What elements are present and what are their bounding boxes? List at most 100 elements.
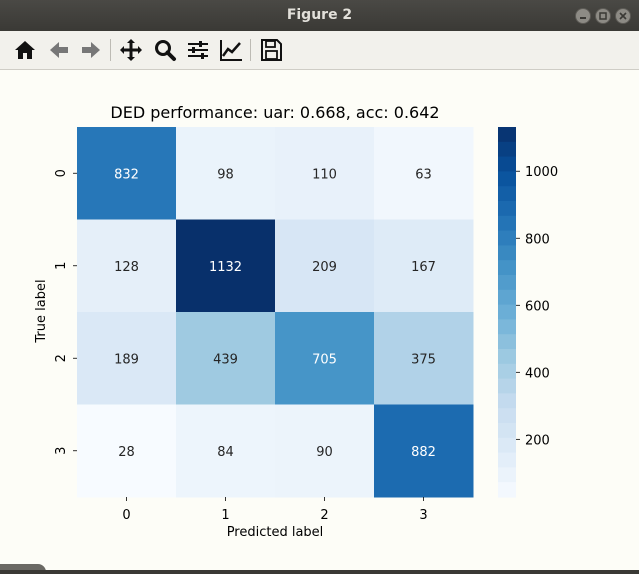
confusion-matrix-chart: DED performance: uar: 0.668, acc: 0.642 …	[34, 103, 558, 540]
cell-value-label: 90	[316, 445, 333, 460]
edit-axis-icon	[220, 40, 242, 61]
heatmap-cell	[275, 404, 375, 498]
resize-handle[interactable]	[0, 564, 46, 574]
edit-axis-button[interactable]	[218, 37, 244, 63]
cell-value-label: 1132	[209, 260, 242, 275]
cell-value-label: 84	[217, 445, 234, 460]
colorbar-segment	[498, 393, 516, 409]
cell-value-label: 705	[312, 352, 337, 367]
maximize-icon[interactable]	[595, 8, 611, 24]
cell-value-label: 209	[312, 260, 337, 275]
y-tick-label: 1	[54, 262, 69, 270]
heatmap-cell	[77, 404, 177, 498]
colorbar-segment	[498, 289, 516, 306]
x-tick-label: 1	[221, 508, 229, 523]
title-bar[interactable]: Figure 2	[0, 0, 639, 31]
colorbar-segment	[498, 482, 516, 498]
colorbar-segment	[498, 156, 516, 172]
heatmap-cell	[77, 219, 177, 313]
cell-value-label: 98	[217, 167, 234, 182]
heatmap-cell	[374, 127, 474, 220]
heatmap-cell	[77, 312, 177, 405]
colorbar-segment	[498, 349, 516, 365]
colorbar-segment	[498, 127, 516, 143]
back-button[interactable]	[46, 37, 72, 63]
colorbar-segment	[498, 186, 516, 202]
heatmap-cell	[176, 219, 276, 313]
x-tick-labels: 0 1 2 3	[122, 497, 428, 523]
colorbar: 200 400 600 800 1000	[498, 127, 558, 498]
heatmap-cell	[176, 404, 276, 498]
close-icon[interactable]	[615, 8, 631, 24]
colorbar-segment	[498, 408, 516, 424]
heatmap-cell	[275, 312, 375, 405]
forward-button[interactable]	[78, 37, 104, 63]
heatmap-cells: 832 98 110 63 128 1132 209 167 189 439 705 375 28 84 9…	[77, 127, 474, 498]
x-tick-label: 2	[320, 508, 328, 523]
pan-icon	[120, 39, 142, 61]
cell-value-label: 63	[415, 167, 432, 182]
home-icon	[15, 41, 35, 59]
back-icon	[50, 42, 68, 58]
cell-value-label: 439	[213, 352, 238, 367]
colorbar-segment	[498, 201, 516, 217]
cell-value-label: 128	[114, 260, 139, 275]
y-axis-label: True label	[34, 279, 49, 343]
save-icon	[261, 39, 282, 61]
cell-value-label: 110	[312, 167, 337, 182]
pan-button[interactable]	[118, 37, 144, 63]
y-tick-labels: 0 1 2 3	[54, 169, 77, 455]
heatmap-cell	[374, 219, 474, 313]
cell-value-label: 28	[118, 445, 135, 460]
colorbar-tick-label: 400	[525, 366, 550, 381]
colorbar-segment	[498, 378, 516, 394]
y-tick-label: 3	[54, 447, 69, 455]
colorbar-segment	[498, 319, 516, 335]
colorbar-segment	[498, 230, 516, 246]
save-button[interactable]	[258, 37, 284, 63]
y-tick-label: 2	[54, 354, 69, 362]
cell-value-label: 832	[114, 167, 139, 182]
window-bottom-border	[0, 570, 639, 574]
heatmap-cell	[77, 127, 177, 220]
chart-title: DED performance: uar: 0.668, acc: 0.642	[110, 103, 439, 122]
zoom-button[interactable]	[152, 37, 178, 63]
colorbar-segment	[498, 275, 516, 291]
toolbar-separator	[250, 39, 251, 61]
toolbar-separator	[110, 39, 111, 61]
colorbar-tick-label: 600	[525, 299, 550, 314]
heatmap-cell	[275, 219, 375, 313]
colorbar-segment	[498, 467, 516, 483]
x-tick-label: 3	[419, 508, 427, 523]
colorbar-segment	[498, 304, 516, 320]
colorbar-segment	[498, 141, 516, 158]
forward-icon	[82, 42, 100, 58]
colorbar-segment	[498, 245, 516, 261]
heatmap-cell	[374, 312, 474, 405]
colorbar-tick-label: 200	[525, 433, 550, 448]
colorbar-segment	[498, 171, 516, 187]
heatmap-cell	[176, 127, 276, 220]
heatmap-cell	[176, 312, 276, 405]
x-tick-label: 0	[122, 508, 130, 523]
cell-value-label: 167	[411, 260, 436, 275]
configure-subplots-button[interactable]	[185, 37, 211, 63]
minimize-icon[interactable]	[575, 8, 591, 24]
window-title: Figure 2	[286, 7, 353, 23]
colorbar-segment	[498, 437, 516, 454]
colorbar-segment	[498, 215, 516, 232]
heatmap-cell	[275, 127, 375, 220]
navigation-toolbar	[0, 31, 639, 70]
y-tick-label: 0	[54, 169, 69, 177]
figure-canvas[interactable]: DED performance: uar: 0.668, acc: 0.642 …	[0, 70, 639, 570]
x-axis-label: Predicted label	[227, 525, 324, 540]
heatmap-cell	[374, 404, 474, 498]
home-button[interactable]	[12, 37, 38, 63]
cell-value-label: 882	[411, 445, 436, 460]
zoom-icon	[155, 40, 176, 61]
colorbar-segment	[498, 260, 516, 276]
cell-value-label: 375	[411, 352, 436, 367]
configure-subplots-icon	[188, 41, 208, 59]
colorbar-segment	[498, 423, 516, 439]
